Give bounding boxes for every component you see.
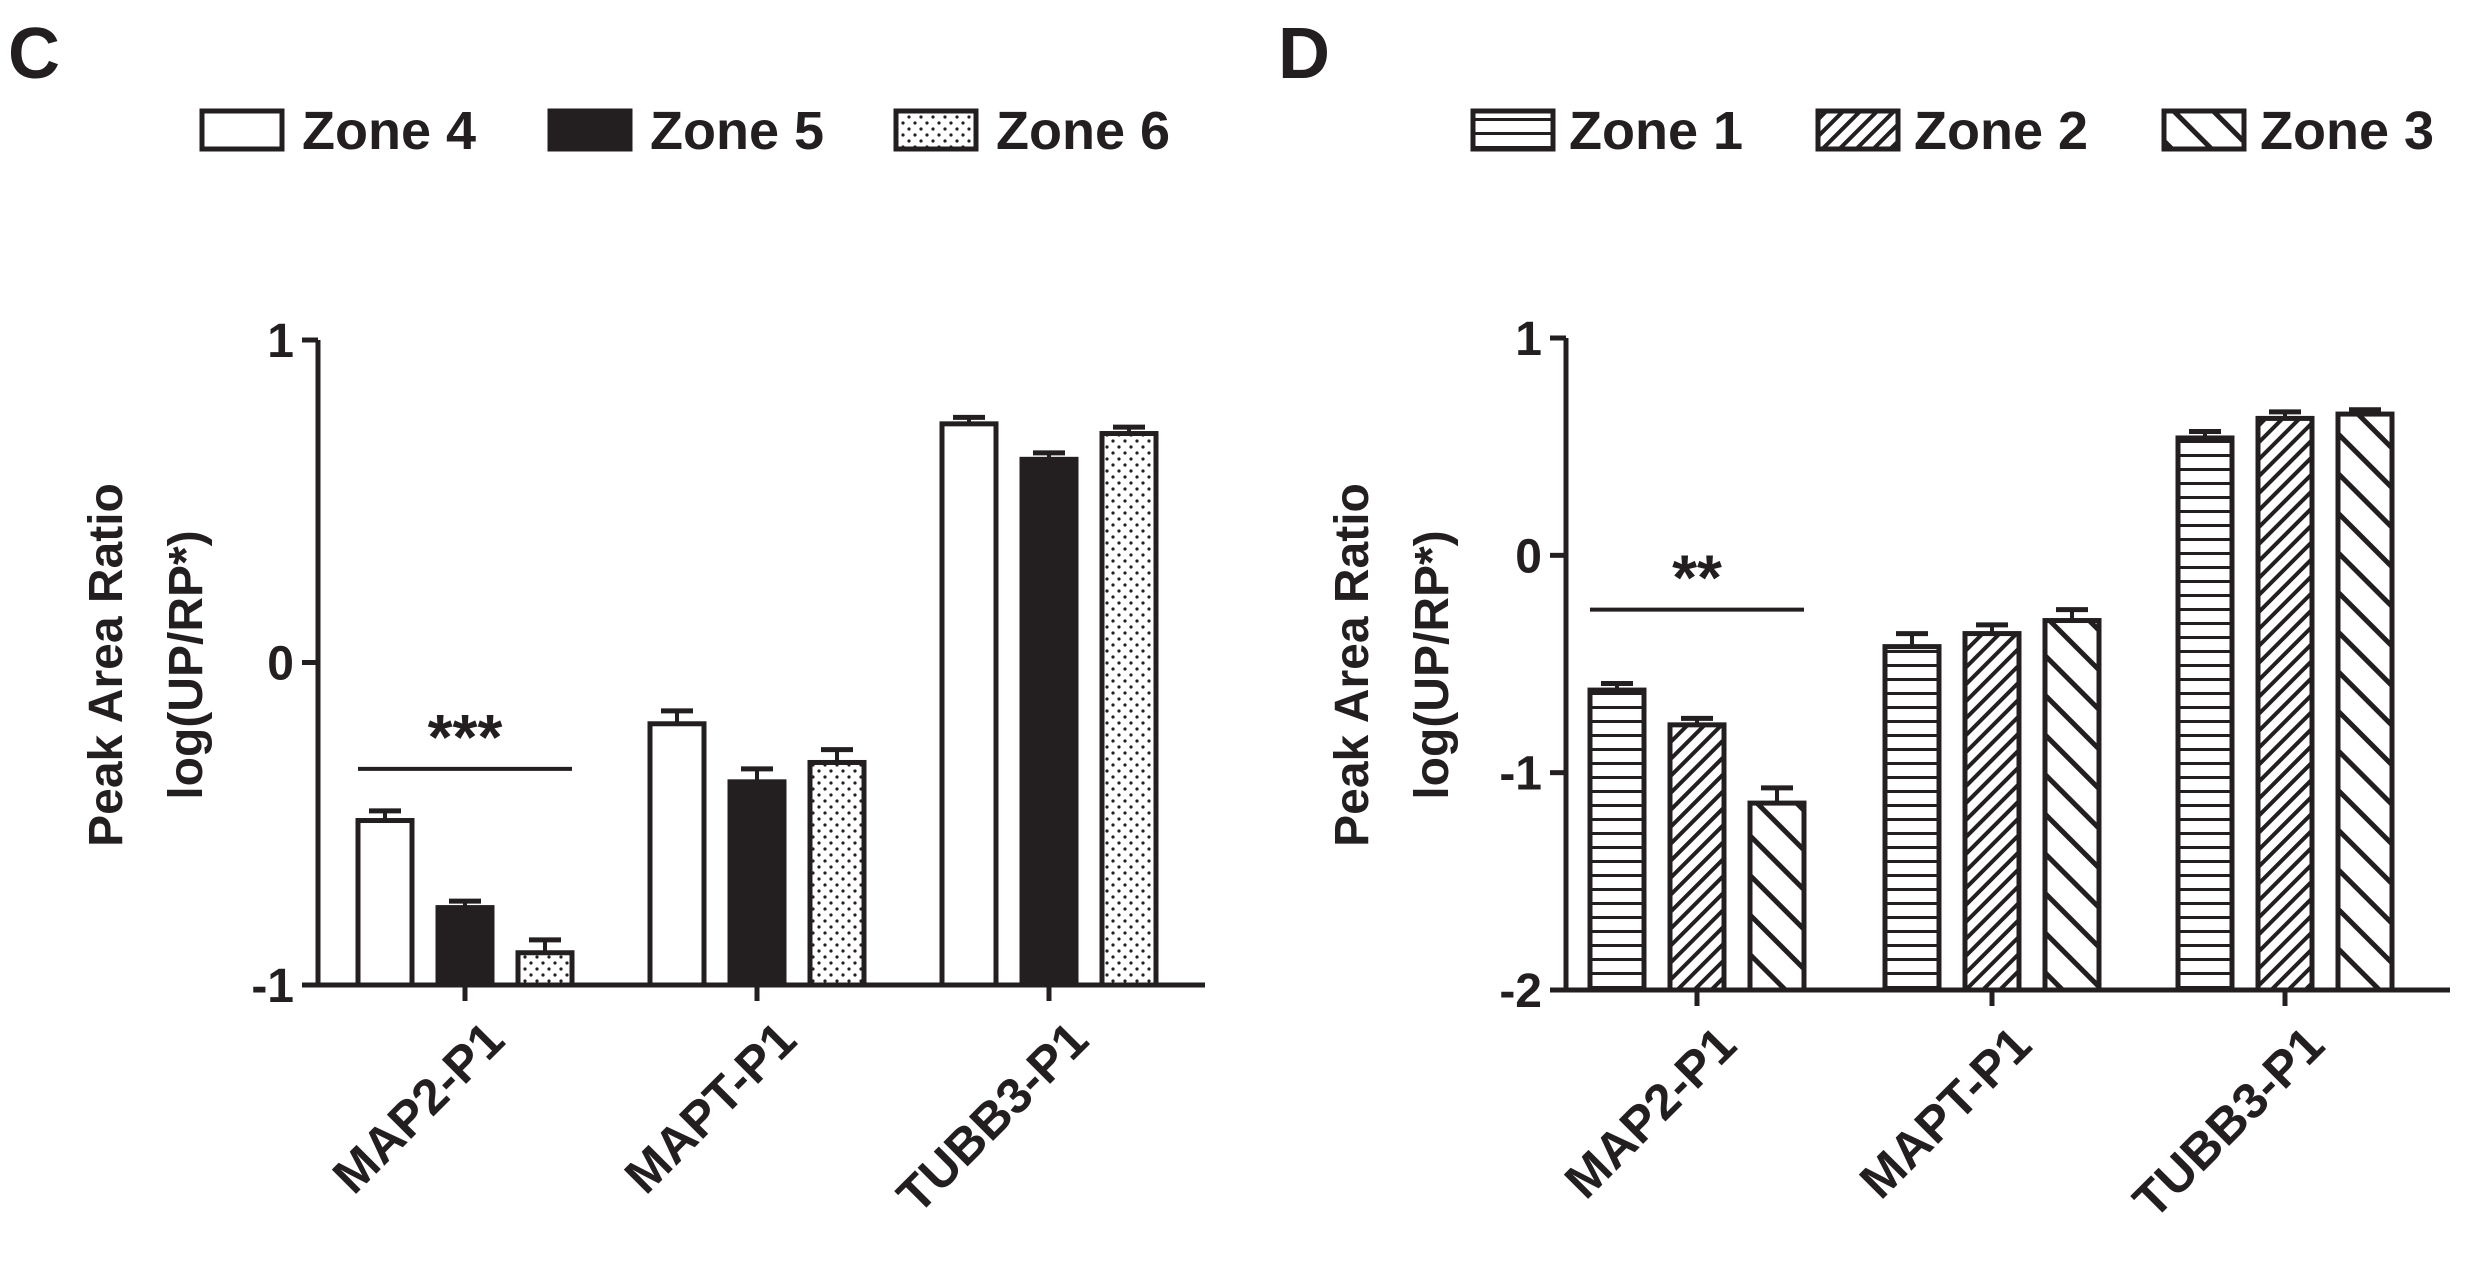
y-ticks-d: 1 0 -1 -2 — [1499, 313, 1542, 1018]
axes-c — [302, 337, 1205, 1001]
bar — [1747, 800, 1807, 993]
y-tick-label: -1 — [1499, 748, 1542, 801]
y-axis-title-d: Peak Area Ratio log(UP/RP*) — [1326, 483, 1459, 847]
bar — [807, 759, 867, 988]
y-axis-title-d-line1: Peak Area Ratio — [1326, 483, 1379, 847]
y-tick-label: 1 — [267, 315, 294, 368]
legend-label-zone-1: Zone 1 — [1569, 101, 1743, 161]
bar — [1962, 631, 2022, 993]
legend-swatch-zone-3 — [2161, 108, 2247, 152]
axes-d — [1550, 335, 2450, 1006]
bar — [939, 421, 999, 988]
x-category-label: TUBB3-P1 — [2122, 1016, 2334, 1228]
legend-label-zone-3: Zone 3 — [2260, 101, 2434, 161]
x-category-label: TUBB3-P1 — [886, 1011, 1098, 1223]
x-category-label: MAPT-P1 — [1849, 1016, 2042, 1209]
y-tick-label: 1 — [1515, 313, 1542, 366]
legend-swatch-zone-4 — [199, 108, 285, 152]
legend-label-zone-5: Zone 5 — [650, 101, 824, 161]
bar — [1882, 644, 1942, 993]
legend-swatch-zone-6 — [893, 108, 979, 152]
bar — [2042, 618, 2102, 993]
bar — [647, 721, 707, 988]
bar — [2335, 411, 2395, 993]
x-category-label: MAP2-P1 — [322, 1011, 515, 1204]
panel-letter-c: C — [8, 14, 60, 94]
bar — [1587, 687, 1647, 993]
legend-swatch-zone-2 — [1815, 108, 1901, 152]
significance-c: *** — [358, 701, 572, 773]
legend-swatch-zone-1 — [1470, 108, 1556, 152]
y-tick-label: 0 — [1515, 530, 1542, 583]
significance-label: *** — [428, 701, 503, 773]
y-axis-title-c-line2: log(UP/RP*) — [160, 530, 213, 799]
legend-label-zone-2: Zone 2 — [1914, 101, 2088, 161]
y-tick-label: -1 — [251, 960, 294, 1013]
y-ticks-c: 1 0 -1 — [251, 315, 294, 1013]
bar — [727, 779, 787, 988]
y-axis-title-c: Peak Area Ratio log(UP/RP*) — [80, 483, 213, 847]
significance-d: ** — [1590, 542, 1804, 614]
x-category-labels-c: MAP2-P1 MAPT-P1 TUBB3-P1 — [322, 1011, 1099, 1223]
bar — [1099, 431, 1159, 988]
bar — [2255, 415, 2315, 993]
legend-label-zone-4: Zone 4 — [302, 101, 476, 161]
bar — [1019, 456, 1079, 988]
bar — [355, 818, 415, 988]
bar — [435, 905, 495, 988]
x-category-labels-d: MAP2-P1 MAPT-P1 TUBB3-P1 — [1554, 1016, 2335, 1228]
y-axis-title-d-line2: log(UP/RP*) — [1406, 530, 1459, 799]
bar — [515, 950, 575, 988]
y-tick-label: 0 — [267, 638, 294, 691]
x-category-label: MAPT-P1 — [614, 1011, 807, 1204]
legend-d: Zone 1 Zone 2 Zone 3 — [1470, 101, 2434, 161]
panel-letter-d: D — [1278, 14, 1330, 94]
significance-label: ** — [1672, 542, 1722, 614]
plot-area-c: 1 0 -1 MAP2-P1 MAPT-P1 TUBB3-P1 *** — [251, 315, 1205, 1224]
legend-label-zone-6: Zone 6 — [996, 101, 1170, 161]
y-axis-title-c-line1: Peak Area Ratio — [80, 483, 133, 847]
bars-d — [1587, 407, 2395, 993]
legend-c: Zone 4 Zone 5 Zone 6 — [199, 101, 1170, 161]
y-tick-label: -2 — [1499, 965, 1542, 1018]
bar — [1667, 722, 1727, 993]
bar — [2175, 435, 2235, 993]
x-category-label: MAP2-P1 — [1554, 1016, 1747, 1209]
legend-swatch-zone-5 — [547, 108, 633, 152]
plot-area-d: 1 0 -1 -2 MAP2-P1 MAPT-P1 TUBB3-P1 ** — [1499, 313, 2450, 1229]
